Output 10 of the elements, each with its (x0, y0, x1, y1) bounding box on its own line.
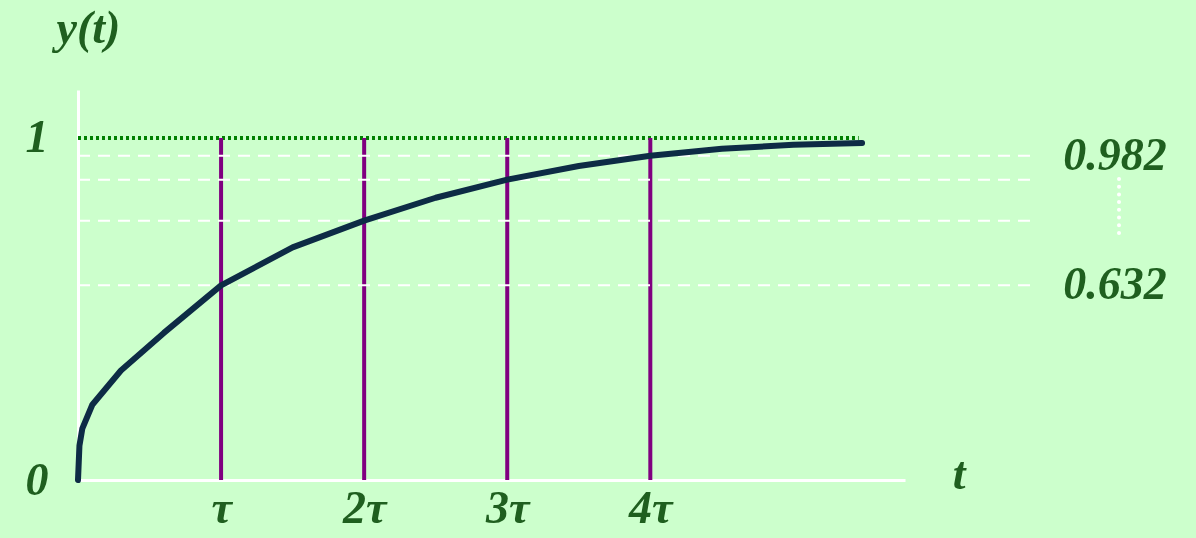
y-tick-label: 0 (25, 453, 49, 505)
y-tick-label: 1 (25, 111, 49, 163)
x-axis-title: t (952, 447, 967, 499)
text: 0.632 (1063, 258, 1167, 310)
text: 0.982 (1063, 128, 1167, 180)
y-axis-title: y(t) (51, 1, 121, 53)
x-tick-label: τ (211, 481, 234, 533)
x-tick-label: 4τ (628, 481, 675, 533)
x-tick-label: 3τ (485, 481, 532, 533)
x-tick-label: 2τ (341, 481, 388, 533)
